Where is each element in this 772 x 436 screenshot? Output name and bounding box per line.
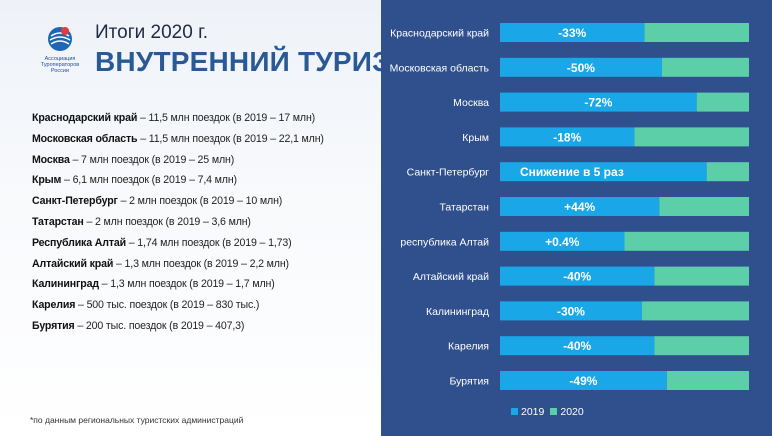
category-label: Крым	[462, 132, 489, 144]
bar-2020	[634, 127, 749, 147]
bar-2019	[500, 231, 625, 251]
list-item: Калининград – 1,3 млн поездок (в 2019 – …	[32, 278, 377, 299]
category-label: республика Алтай	[400, 236, 489, 248]
chart-legend: 2019 2020	[511, 406, 590, 418]
bar-chart: Краснодарский край -33% Московская область…	[390, 23, 749, 390]
bar-2019	[500, 266, 655, 286]
region-stats: – 2 млн поездок (в 2019 – 3,6 млн)	[83, 215, 251, 228]
region-name: Калининград	[32, 278, 99, 291]
region-stats: – 6,1 млн поездок (в 2019 – 7,4 млн)	[61, 174, 237, 187]
data-label: +0.4%	[545, 235, 580, 249]
logo-icon	[48, 27, 72, 51]
list-item: Бурятия – 200 тыс. поездок (в 2019 – 407…	[32, 320, 377, 341]
region-name: Московская область	[32, 132, 138, 145]
bar-2020	[641, 301, 749, 321]
bar-2019	[500, 197, 660, 216]
category-label: Карелия	[448, 341, 489, 353]
bar-2020	[644, 23, 749, 42]
legend-item: 2020	[550, 406, 584, 418]
bar-2020	[654, 266, 749, 286]
bar-2020	[696, 92, 749, 112]
logo-text: Ассоциация Туроператоров России	[40, 56, 80, 74]
bar-2019	[500, 23, 645, 42]
bar-2020	[706, 162, 749, 182]
title-text: ВНУТРЕННИЙ ТУРИЗМ	[95, 46, 414, 77]
region-stats: – 11,5 млн поездок (в 2019 – 22,1 млн)	[137, 132, 324, 145]
bar-2019	[500, 57, 662, 77]
data-label: -18%	[553, 130, 581, 144]
data-label: -49%	[569, 374, 597, 388]
category-label: Москва	[453, 97, 489, 109]
bar-2019	[500, 127, 635, 147]
region-name: Крым	[32, 174, 62, 187]
footnote: *по данным региональных туристских админ…	[30, 415, 244, 425]
category-label: Санкт-Петербург	[407, 167, 490, 179]
region-name: Республика Алтай	[32, 236, 126, 249]
data-label: +44%	[564, 200, 595, 214]
data-label: Снижение в 5 раз	[520, 165, 624, 179]
data-label: -33%	[558, 26, 586, 40]
region-stats: – 500 тыс. поездок (в 2019 – 830 тыс.)	[75, 299, 260, 312]
legend-swatch	[550, 408, 558, 415]
list-item: Алтайский край – 1,3 млн поездок (в 2019…	[32, 258, 377, 279]
data-label: -40%	[563, 270, 591, 284]
region-stats: – 1,3 млн поездок (в 2019 – 2,2 млн)	[113, 257, 289, 270]
list-item: Московская область – 11,5 млн поездок (в…	[32, 133, 377, 154]
legend-item: 2019	[511, 406, 544, 418]
category-label: Московская область	[390, 62, 490, 74]
region-name: Санкт-Петербург	[32, 195, 118, 208]
region-stats: – 1,3 млн поездок (в 2019 – 1,7 млн)	[98, 278, 275, 291]
region-stats: – 11,5 млн поездок (в 2019 – 17 млн)	[137, 112, 316, 124]
bar-2019	[500, 92, 697, 112]
region-name: Татарстан	[32, 215, 84, 228]
bar-2019	[500, 301, 642, 321]
data-label: -30%	[557, 304, 585, 318]
bar-2020	[624, 231, 749, 251]
bar-2020	[666, 371, 749, 390]
data-label: -72%	[584, 96, 612, 110]
regions-list: Краснодарский край – 11,5 млн поездок (в…	[32, 112, 377, 341]
region-stats: – 2 млн поездок (в 2019 – 10 млн)	[117, 195, 283, 208]
category-label: Краснодарский край	[390, 28, 489, 40]
bar-2019	[500, 162, 707, 182]
bar-2020	[654, 336, 749, 356]
category-label: Калининград	[426, 306, 489, 318]
bar-2020	[659, 197, 749, 216]
region-name: Москва	[32, 153, 70, 166]
data-label: -40%	[563, 339, 591, 353]
bar-2019	[500, 336, 655, 356]
region-name: Алтайский край	[32, 257, 114, 270]
list-item: Санкт-Петербург – 2 млн поездок (в 2019 …	[32, 195, 377, 216]
region-stats: – 200 тыс. поездок (в 2019 – 407,3)	[74, 319, 245, 332]
region-stats: – 1,74 млн поездок (в 2019 – 1,73)	[125, 236, 292, 249]
list-item: Крым – 6,1 млн поездок (в 2019 – 7,4 млн…	[32, 174, 377, 195]
category-label: Татарстан	[439, 202, 489, 214]
list-item: Краснодарский край – 11,5 млн поездок (в…	[32, 112, 377, 133]
left-panel: Ассоциация Туроператоров России Итоги 20…	[0, 0, 420, 436]
category-label: Бурятия	[449, 376, 489, 388]
subtitle: Итоги 2020 г.	[95, 22, 208, 43]
page-title: ВНУТРЕННИЙ ТУРИЗМ*	[95, 44, 420, 78]
list-item: Татарстан – 2 млн поездок (в 2019 – 3,6 …	[32, 216, 377, 237]
category-label: Алтайский край	[413, 271, 489, 283]
legend-swatch	[511, 408, 518, 415]
list-item: Москва – 7 млн поездок (в 2019 – 25 млн)	[32, 154, 377, 175]
region-stats: – 7 млн поездок (в 2019 – 25 млн)	[69, 153, 235, 166]
legend-label: 2020	[560, 406, 584, 418]
legend-label: 2019	[521, 406, 545, 418]
data-label: -50%	[567, 61, 595, 75]
ator-logo: Ассоциация Туроператоров России	[30, 24, 90, 80]
region-name: Бурятия	[32, 319, 75, 332]
bar-2019	[500, 371, 667, 390]
list-item: Республика Алтай – 1,74 млн поездок (в 2…	[32, 237, 377, 258]
list-item: Карелия – 500 тыс. поездок (в 2019 – 830…	[32, 299, 377, 320]
chart-panel: Краснодарский край -33% Московская область…	[381, 0, 772, 436]
region-name: Краснодарский край	[32, 112, 138, 124]
region-name: Карелия	[32, 299, 76, 312]
bar-2020	[661, 57, 749, 77]
